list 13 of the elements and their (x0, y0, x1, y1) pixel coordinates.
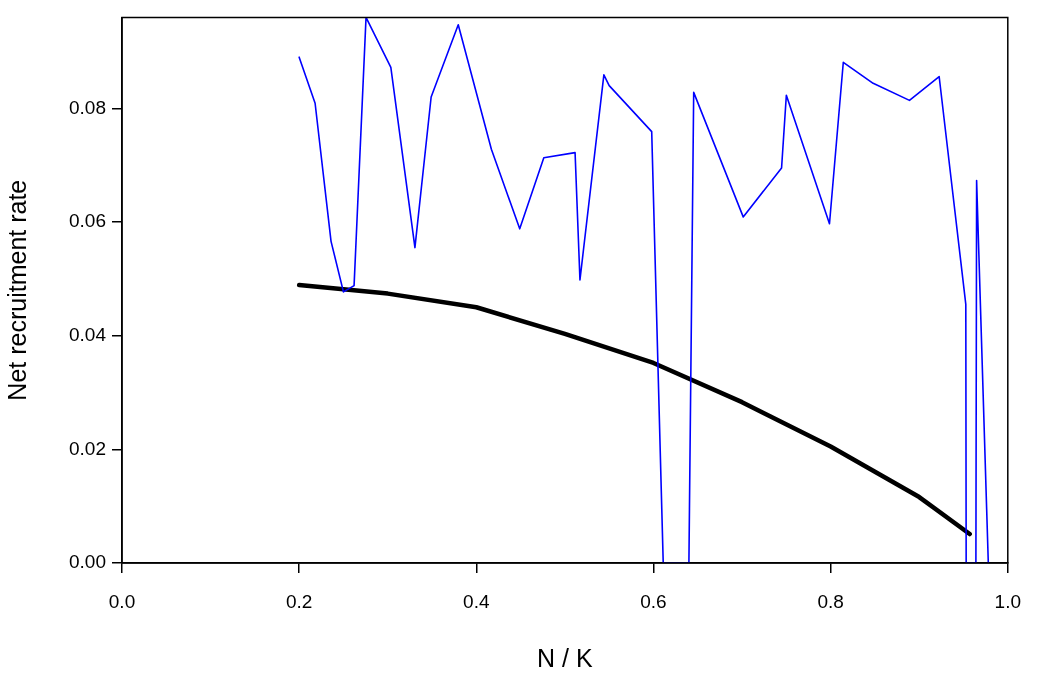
y-tick-label: 0.02 (69, 437, 106, 459)
y-tick-label: 0.04 (69, 323, 107, 345)
x-tick-label: 1.0 (994, 590, 1021, 612)
y-tick-label: 0.06 (69, 210, 106, 232)
x-tick-label: 0.8 (817, 590, 844, 612)
x-tick-label: 0.4 (463, 590, 490, 612)
x-tick-label: 0.2 (285, 590, 313, 612)
y-tick-label: 0.08 (69, 96, 106, 118)
y-axis-title: Net recruitment rate (2, 179, 31, 401)
x-axis-title: N / K (537, 643, 593, 672)
x-tick-label: 0.0 (108, 590, 136, 612)
x-tick-label: 0.6 (640, 590, 667, 612)
y-tick-label: 0.00 (69, 551, 106, 573)
